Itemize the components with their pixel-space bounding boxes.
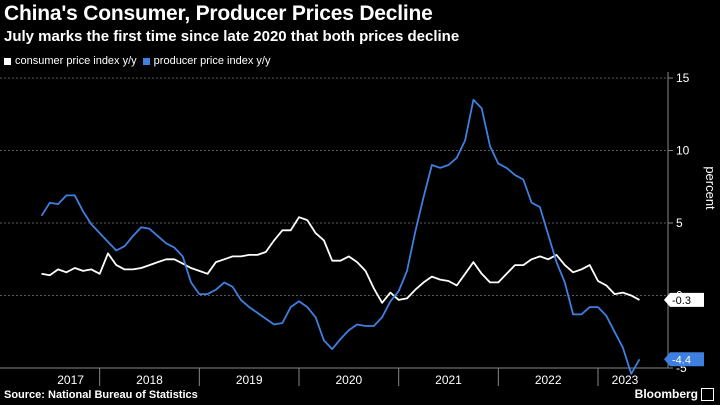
source-note: Source: National Bureau of Statistics xyxy=(4,389,198,401)
y-axis: -5051015percent xyxy=(667,71,718,375)
chart-subtitle: July marks the first time since late 202… xyxy=(4,28,460,45)
end-label-text: -0.3 xyxy=(672,295,691,307)
x-tick-label: 2019 xyxy=(236,373,263,387)
x-tick-label: 2022 xyxy=(535,373,562,387)
end-label-ppi: -4.4 xyxy=(664,352,704,367)
x-axis: 2017 2018 2019 2020 2021 2022 2023 xyxy=(0,367,668,387)
end-label-badge xyxy=(664,352,704,367)
brand-name: Bloomberg xyxy=(634,387,698,401)
legend-item-ppi: producer price index y/y xyxy=(142,55,271,67)
y-axis-title: percent xyxy=(703,166,718,210)
y-tick-label: 10 xyxy=(676,144,690,158)
end-label-badge xyxy=(664,292,704,307)
end-label-cpi: -0.3 xyxy=(664,292,704,307)
legend-item-cpi: consumer price index y/y xyxy=(4,55,137,67)
legend: consumer price index y/y producer price … xyxy=(4,55,276,67)
cpi-line xyxy=(41,216,640,304)
legend-swatch-ppi xyxy=(142,57,150,65)
gridlines xyxy=(0,77,668,369)
legend-label-cpi: consumer price index y/y xyxy=(15,55,137,67)
end-label-text: -4.4 xyxy=(672,354,691,366)
chart-title: China's Consumer, Producer Prices Declin… xyxy=(4,2,433,25)
y-tick-label: 5 xyxy=(676,216,683,230)
series-lines xyxy=(40,98,641,375)
x-tick-label: 2017 xyxy=(57,373,84,387)
y-tick-label: -5 xyxy=(676,361,687,375)
x-tick-label: 2021 xyxy=(435,373,462,387)
legend-swatch-cpi xyxy=(4,57,11,65)
end-labels: -0.3 -4.4 xyxy=(664,292,704,367)
brand-logo: Bloomberg xyxy=(635,387,714,401)
x-tick-label: 2023 xyxy=(612,373,639,387)
brand-mark-icon xyxy=(701,387,714,401)
legend-label-ppi: producer price index y/y xyxy=(153,55,271,67)
y-tick-label: 15 xyxy=(676,71,690,85)
x-tick-label: 2020 xyxy=(335,373,362,387)
ppi-line xyxy=(40,98,641,375)
x-tick-label: 2018 xyxy=(136,373,163,387)
